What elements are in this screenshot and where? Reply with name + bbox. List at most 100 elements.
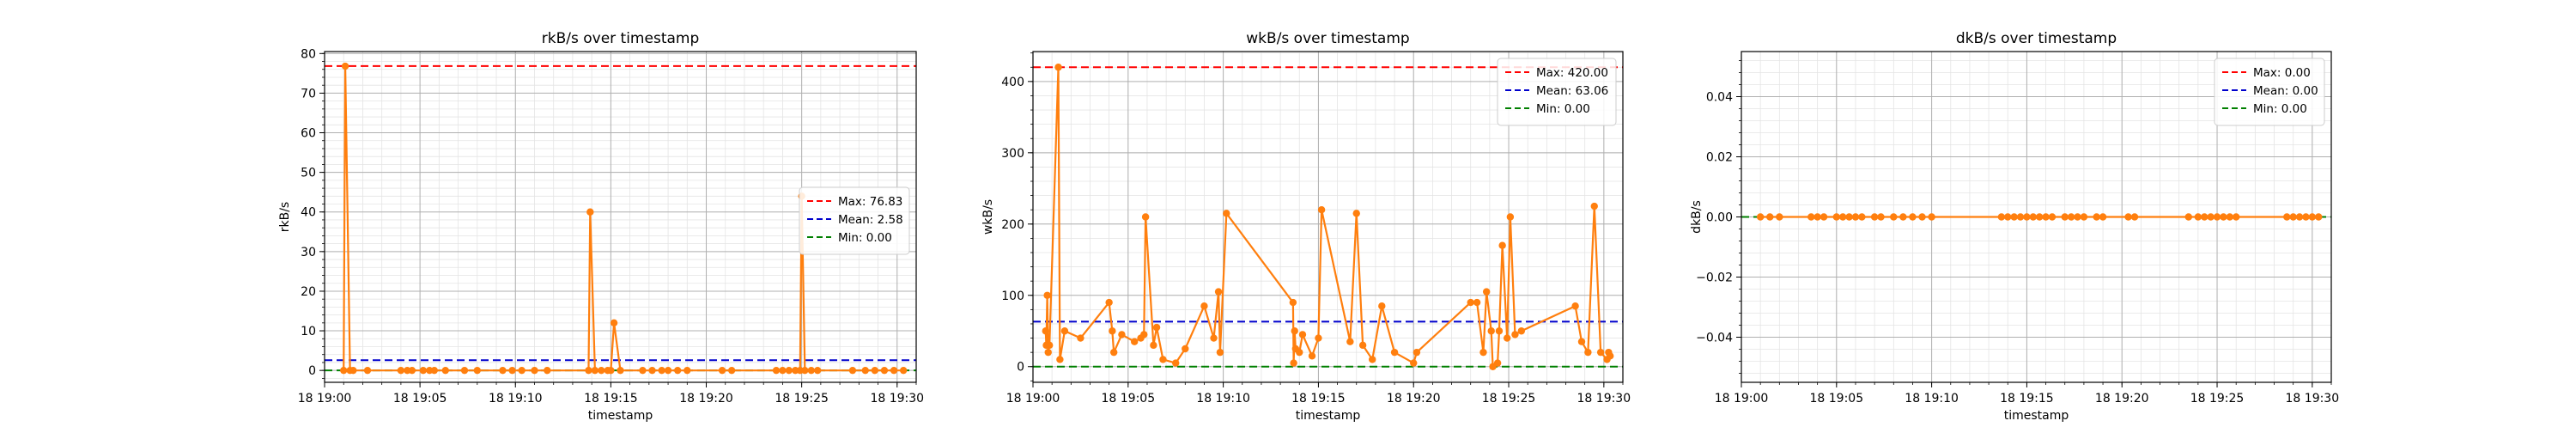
data-point	[1890, 213, 1898, 221]
x-tick-label: 18 19:20	[2095, 392, 2149, 406]
data-point	[585, 366, 592, 375]
legend-label: Max: 76.83	[838, 195, 902, 209]
data-point	[2194, 213, 2202, 221]
data-point	[586, 208, 594, 216]
data-point	[1056, 356, 1064, 363]
data-point	[2201, 213, 2208, 221]
data-point	[341, 62, 349, 70]
plot-frame	[324, 51, 917, 383]
data-point	[591, 366, 599, 375]
data-point	[2302, 213, 2310, 221]
data-point	[1118, 331, 1126, 338]
y-tick-label: 50	[301, 167, 316, 180]
data-point	[531, 366, 538, 375]
data-point	[1352, 210, 1360, 217]
data-point	[2207, 213, 2215, 221]
data-point	[1172, 359, 1180, 367]
data-point	[2067, 213, 2075, 221]
x-tick-label: 18 19:15	[1291, 392, 1346, 406]
legend-label: Min: 0.00	[2253, 102, 2307, 116]
x-tick-label: 18 19:25	[775, 392, 829, 406]
data-point	[1495, 327, 1504, 335]
data-point	[1046, 341, 1054, 350]
data-point	[419, 366, 428, 375]
data-point	[2016, 213, 2025, 221]
y-tick-label: 10	[301, 325, 316, 338]
data-point	[408, 366, 416, 375]
chart-2: 18 19:00 18 19:05 18 19:10 18 19:15 18 19:20…	[1690, 30, 2339, 423]
data-point	[1571, 302, 1579, 310]
y-tick-label: 80	[301, 47, 316, 61]
data-point	[1776, 213, 1783, 221]
data-point	[1814, 213, 1821, 221]
chart-title: dkB/s over timestamp	[1956, 30, 2117, 47]
data-point	[1317, 206, 1326, 214]
data-point	[1899, 213, 1907, 221]
data-point	[1141, 213, 1150, 221]
legend: Max: 0.00 Mean: 0.00 Min: 0.00	[2214, 58, 2325, 126]
y-tick-label: 30	[301, 246, 316, 259]
data-point	[1369, 356, 1376, 363]
data-point	[880, 366, 889, 375]
data-point	[598, 366, 605, 375]
data-point	[1909, 213, 1917, 221]
data-point	[2048, 213, 2057, 221]
data-point	[779, 366, 787, 375]
data-point	[349, 366, 357, 375]
y-axis-label: rkB/s	[278, 202, 292, 232]
data-point	[1054, 64, 1062, 71]
data-point	[1596, 348, 1605, 357]
data-point	[1413, 348, 1421, 357]
data-point	[1590, 202, 1598, 210]
y-tick-label: 0.04	[1706, 91, 1733, 105]
data-point	[518, 366, 526, 375]
data-point	[1858, 213, 1866, 221]
data-point	[1346, 338, 1354, 345]
data-point	[397, 366, 405, 375]
plot-frame	[1032, 51, 1624, 383]
data-point	[1473, 298, 1481, 307]
x-tick-label: 18 19:10	[489, 392, 543, 406]
y-axis-label: wkB/s	[981, 199, 995, 235]
data-point	[2283, 213, 2291, 221]
data-point	[1503, 334, 1511, 342]
data-point	[2099, 213, 2107, 221]
data-point	[848, 366, 857, 375]
data-point	[1358, 341, 1367, 350]
x-axis-label: timestamp	[1296, 409, 1361, 423]
y-tick-label: 70	[301, 87, 316, 101]
data-point	[2220, 213, 2227, 221]
data-point	[1216, 348, 1224, 357]
x-tick-label: 18 19:00	[1006, 392, 1060, 406]
data-point	[1838, 213, 1847, 221]
data-point	[1105, 298, 1113, 307]
y-tick-label: 40	[301, 206, 316, 220]
legend-label: Min: 0.00	[838, 231, 892, 245]
y-tick-label: 0.02	[1706, 151, 1733, 165]
data-point	[430, 366, 438, 375]
x-tick-label: 18 19:10	[1196, 392, 1250, 406]
data-point	[1918, 213, 1926, 221]
data-point	[1584, 348, 1592, 357]
data-point	[801, 366, 809, 375]
data-point	[1315, 334, 1322, 342]
x-tick-label: 18 19:25	[1482, 392, 1536, 406]
y-tick-label: 0.00	[1706, 211, 1733, 225]
legend-label: Max: 420.00	[1536, 66, 1608, 80]
data-point	[772, 366, 781, 375]
data-point	[460, 366, 469, 375]
x-tick-label: 18 19:30	[1577, 392, 1631, 406]
data-point	[1482, 288, 1491, 296]
data-point	[1410, 359, 1418, 367]
data-point	[727, 366, 736, 375]
y-tick-label: −0.02	[1696, 271, 1733, 285]
data-point	[2124, 213, 2132, 221]
data-point	[2074, 213, 2081, 221]
data-point	[718, 366, 726, 375]
data-point	[1308, 352, 1316, 360]
y-tick-label: 0	[1017, 361, 1024, 375]
data-point	[2295, 213, 2304, 221]
legend: Max: 76.83 Mean: 2.58 Min: 0.00	[799, 186, 910, 255]
x-tick-label: 18 19:00	[1715, 392, 1769, 406]
x-tick-label: 18 19:20	[679, 392, 733, 406]
